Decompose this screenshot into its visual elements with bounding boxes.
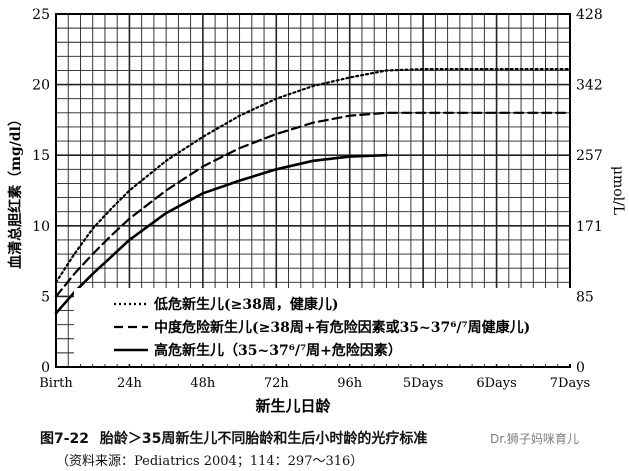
- series-line-2: [54, 111, 572, 298]
- figure-source: （资料来源：Pediatrics 2004；114：297～316）: [56, 454, 364, 469]
- x-tick-label: 24h: [117, 376, 143, 391]
- y-tick-label: 25: [32, 7, 50, 23]
- y2-tick-label: 171: [576, 219, 603, 235]
- y2-tick-label: 85: [576, 289, 594, 305]
- y2-tick-label: 257: [576, 148, 603, 164]
- chart-series: [54, 67, 572, 315]
- y-tick-label: 0: [41, 360, 50, 376]
- series-line-1: [54, 67, 572, 284]
- y2-tick-label: 428: [576, 7, 603, 23]
- plot-frame: [55, 13, 571, 368]
- x-tick-label: 7Days: [550, 376, 590, 391]
- legend-label-1: 低危新生儿(≥38周，健康儿): [153, 296, 338, 313]
- x-tick-label: 96h: [337, 376, 363, 391]
- figure-caption: 图7-22 胎龄＞35周新生儿不同胎龄和生后小时龄的光疗标准: [40, 428, 600, 448]
- y2-tick-label: 342: [576, 78, 603, 94]
- chart-legend: 低危新生儿(≥38周，健康儿) 中度危险新生儿(≥38周+有危险因素或35~37⁶…: [74, 288, 572, 364]
- series-line-3: [54, 153, 388, 315]
- chart-axes: 0 5 10 15 20 25 0 85 171 257 342 428 Birth 24h 48h 72h 9…: [7, 7, 626, 415]
- x-tick-label: 5Days: [403, 376, 443, 391]
- x-tick-label: 72h: [264, 376, 290, 391]
- x-tick-label: 6Days: [476, 376, 516, 391]
- x-tick-label: Birth: [39, 376, 73, 391]
- y-tick-label: 15: [32, 148, 50, 164]
- y-tick-label: 10: [32, 219, 50, 235]
- y-tick-label: 20: [32, 78, 50, 94]
- y-axis-title: 血清总胆红素（mg/dl）: [7, 112, 24, 269]
- legend-label-2: 中度危险新生儿(≥38周+有危险因素或35~37⁶/⁷周健康儿): [154, 319, 530, 336]
- y2-tick-label: 0: [576, 360, 585, 376]
- figure-title: 胎龄＞35周新生儿不同胎龄和生后小时龄的光疗标准: [99, 431, 428, 447]
- figure-number: 图7-22: [40, 431, 90, 447]
- x-axis-title: 新生儿日龄: [255, 397, 331, 415]
- legend-box: [74, 288, 572, 364]
- phototherapy-chart: 0 5 10 15 20 25 0 85 171 257 342 428 Birth 24h 48h 72h 9…: [7, 7, 626, 415]
- y2-axis-title: μmol/L: [610, 166, 626, 215]
- x-tick-label: 48h: [190, 376, 216, 391]
- legend-label-3: 高危新生儿（35~37⁶/⁷周+危险因素）: [154, 342, 402, 359]
- watermark: Dr.狮子妈咪育儿: [490, 432, 579, 446]
- y-tick-label: 5: [41, 289, 50, 305]
